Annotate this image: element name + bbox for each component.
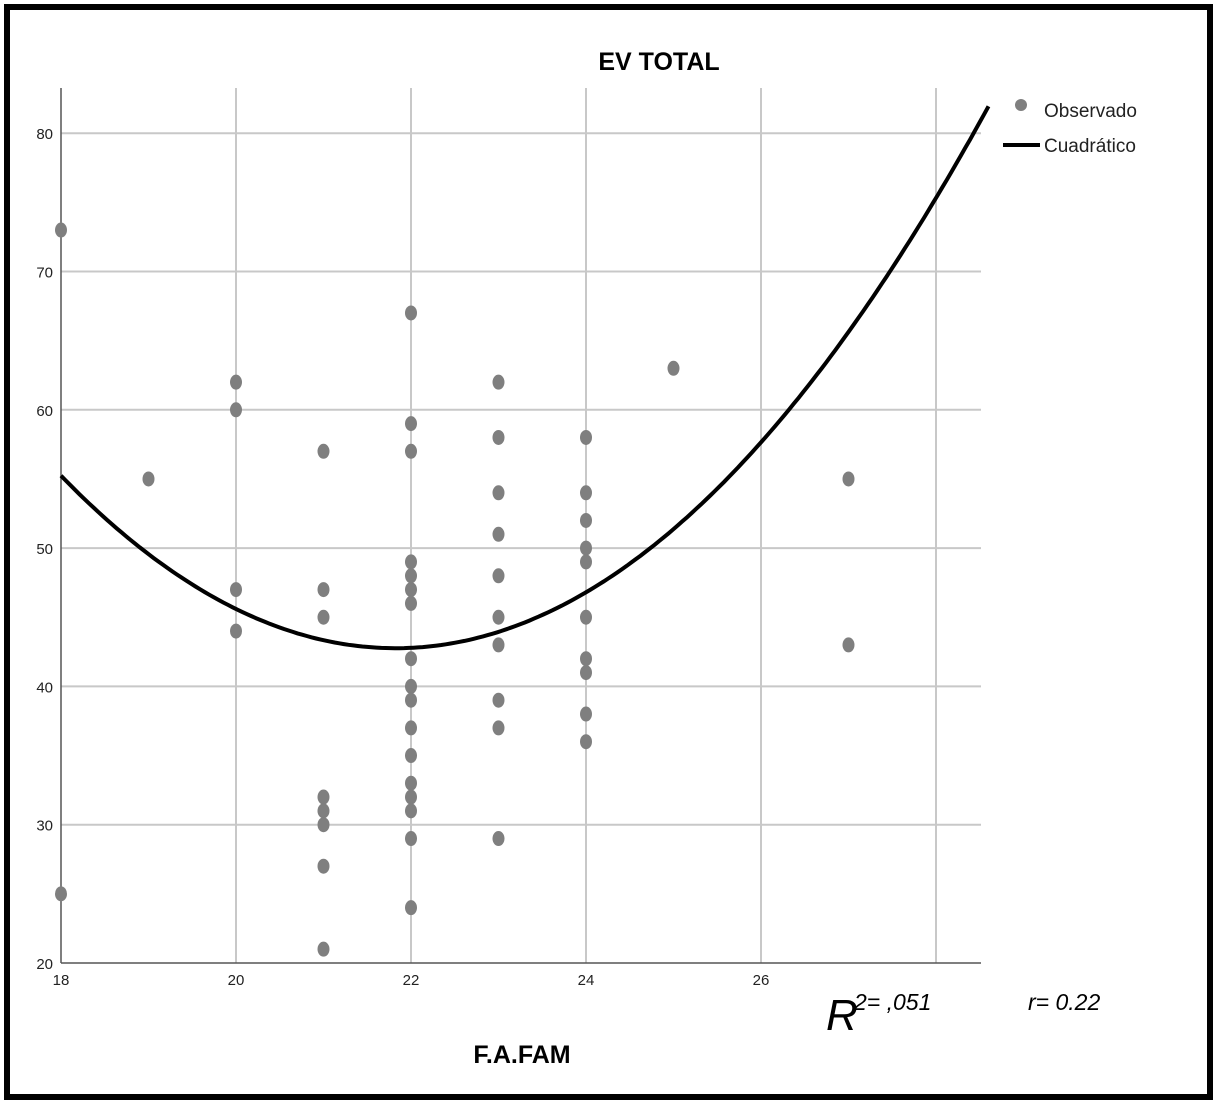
data-point <box>317 443 330 459</box>
data-point <box>317 858 330 874</box>
y-tick-label: 20 <box>36 956 53 973</box>
data-point <box>405 775 417 791</box>
data-point <box>405 416 417 432</box>
data-points <box>55 222 855 957</box>
data-point <box>492 609 505 625</box>
legend: Observado Cuadrático <box>1003 99 1137 157</box>
data-point <box>492 568 505 584</box>
data-point <box>492 485 505 501</box>
data-point <box>405 305 417 321</box>
grid-lines <box>61 88 981 963</box>
r-squared-value: 2= ,051 <box>853 989 931 1015</box>
data-point <box>317 803 330 819</box>
data-point <box>405 582 417 598</box>
data-point <box>580 485 592 501</box>
data-point <box>580 734 592 750</box>
data-point <box>492 720 505 736</box>
r-squared-symbol: R <box>826 991 858 1040</box>
y-tick-label: 40 <box>36 679 53 696</box>
data-point <box>492 526 505 542</box>
data-point <box>842 471 855 487</box>
data-point <box>405 651 417 667</box>
data-point <box>317 582 330 598</box>
data-point <box>405 554 417 570</box>
legend-label-observado: Observado <box>1044 101 1137 122</box>
data-point <box>492 831 505 847</box>
data-point <box>317 817 330 833</box>
chart-frame <box>4 4 1213 1100</box>
data-point <box>842 637 855 653</box>
data-point <box>580 512 592 528</box>
y-tick-label: 60 <box>36 403 53 420</box>
data-point <box>55 222 67 238</box>
x-axis-label: F.A.FAM <box>473 1041 570 1069</box>
data-point <box>667 360 680 376</box>
x-tick-label: 24 <box>578 972 595 989</box>
data-point <box>317 789 330 805</box>
data-point <box>405 678 417 694</box>
data-point <box>580 429 592 445</box>
data-point <box>230 623 242 639</box>
data-point <box>580 706 592 722</box>
data-point <box>580 540 592 556</box>
x-tick-label: 26 <box>753 972 770 989</box>
data-point <box>492 637 505 653</box>
data-point <box>317 609 330 625</box>
y-tick-labels: 20 30 40 50 60 70 80 <box>36 126 53 973</box>
data-point <box>405 803 417 819</box>
x-tick-labels: 18 20 22 24 26 <box>53 972 770 989</box>
r-value: r= 0.22 <box>1028 989 1100 1015</box>
data-point <box>405 748 417 764</box>
fit-statistics: R 2= ,051 r= 0.22 <box>826 989 1100 1040</box>
data-point <box>405 831 417 847</box>
data-point <box>405 692 417 708</box>
x-tick-label: 18 <box>53 972 70 989</box>
data-point <box>55 886 67 902</box>
data-point <box>405 900 417 916</box>
x-tick-label: 22 <box>403 972 420 989</box>
legend-label-cuadratico: Cuadrático <box>1044 136 1136 157</box>
data-point <box>580 665 592 681</box>
data-point <box>580 651 592 667</box>
quadratic-fit-line <box>59 105 991 651</box>
chart-title: EV TOTAL <box>598 48 719 76</box>
data-point <box>580 554 592 570</box>
data-point <box>230 374 242 390</box>
data-point <box>405 595 417 611</box>
data-point <box>492 374 505 390</box>
axes <box>60 88 981 964</box>
data-point <box>317 941 330 957</box>
data-point <box>405 789 417 805</box>
data-point <box>230 582 242 598</box>
data-point <box>230 402 242 418</box>
data-point <box>405 443 417 459</box>
y-tick-label: 50 <box>36 541 53 558</box>
data-point <box>142 471 155 487</box>
data-point <box>492 429 505 445</box>
y-tick-label: 70 <box>36 265 53 282</box>
data-point <box>580 609 592 625</box>
x-tick-label: 20 <box>228 972 245 989</box>
y-tick-label: 30 <box>36 818 53 835</box>
y-tick-label: 80 <box>36 126 53 143</box>
data-point <box>492 692 505 708</box>
legend-marker-observado <box>1015 99 1027 111</box>
data-point <box>405 568 417 584</box>
data-point <box>405 720 417 736</box>
